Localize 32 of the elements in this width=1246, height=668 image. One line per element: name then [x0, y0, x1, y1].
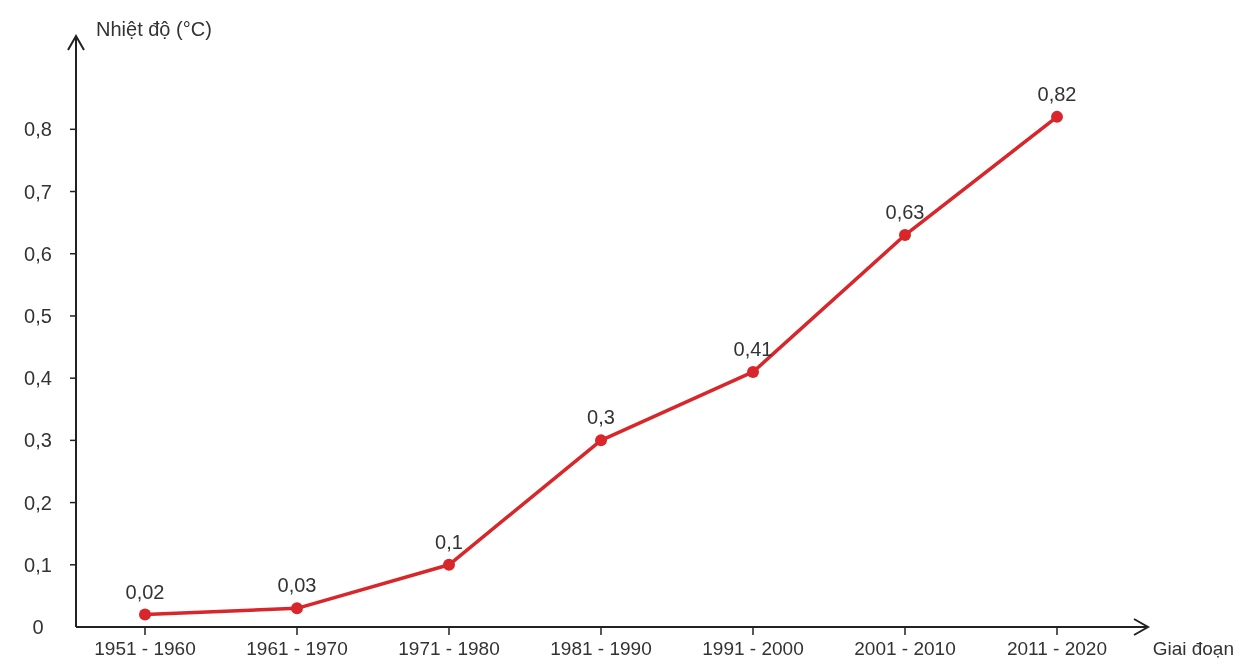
data-label: 0,82: [1037, 82, 1077, 105]
point: [899, 229, 911, 242]
data-label: 0,1: [435, 530, 463, 553]
point: [1051, 110, 1063, 123]
y-tick-label: 0,1: [24, 553, 52, 576]
x-tick-label: 2001 - 2010: [854, 638, 956, 659]
data-label: 0,41: [733, 337, 773, 360]
y-tick-label: 0: [32, 616, 44, 638]
x-tick-label: 1991 - 2000: [702, 638, 804, 659]
y-tick-label: 0,2: [24, 491, 52, 514]
x-tick-label: 1971 - 1980: [398, 638, 500, 659]
y-tick-label: 0,4: [24, 367, 52, 390]
x-axis-title: Giai đoạn: [1152, 638, 1234, 659]
y-tick-label: 0,7: [24, 180, 52, 203]
point: [291, 602, 303, 615]
y-tick-label: 0,5: [24, 304, 52, 327]
y-tick-label: 0,8: [24, 118, 52, 141]
x-tick-label: 1961 - 1970: [246, 638, 348, 659]
point: [747, 365, 759, 378]
data-label: 0,63: [885, 201, 925, 224]
x-tick-label: 2011 - 2020: [1006, 638, 1108, 659]
y-tick-label: 0,3: [24, 429, 52, 452]
data-label: 0,03: [277, 574, 317, 597]
data-label: 0,3: [587, 406, 615, 429]
point: [443, 558, 455, 571]
y-tick-label: 0,6: [24, 242, 52, 265]
x-tick-label: 1981 - 1990: [550, 638, 652, 659]
point: [139, 608, 151, 621]
x-tick-label: 1951 - 1960: [94, 638, 196, 659]
data-label: 0,02: [125, 580, 165, 603]
point: [595, 434, 607, 447]
y-axis-title: Nhiệt độ (°C): [96, 18, 212, 40]
